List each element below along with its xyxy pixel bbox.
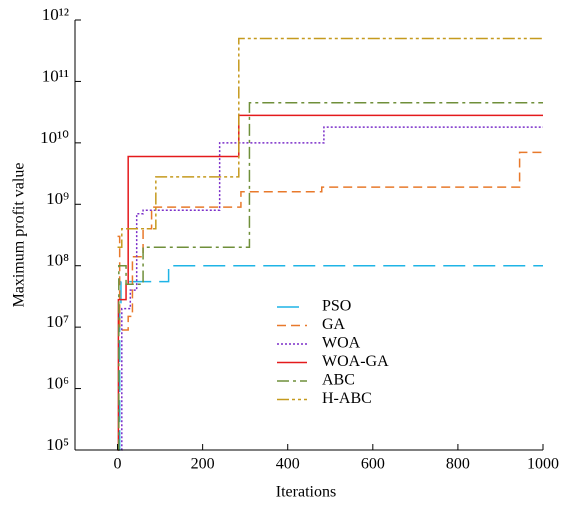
y-tick-label: 10⁸ [46, 251, 69, 270]
legend-label: ABC [322, 372, 355, 389]
x-tick-label: 200 [191, 456, 215, 473]
series-line [117, 126, 543, 451]
x-tick-label: 0 [114, 456, 122, 473]
y-tick-label: 10¹¹ [42, 66, 69, 85]
x-tick-label: 600 [361, 456, 385, 473]
y-tick-label: 10⁶ [46, 373, 69, 392]
legend-label: H-ABC [322, 390, 372, 407]
y-tick-label: 10⁹ [46, 189, 69, 208]
y-tick-label: 10⁵ [46, 435, 69, 454]
legend-label: GA [322, 316, 346, 333]
x-tick-label: 800 [446, 456, 470, 473]
legend-label: WOA [322, 335, 361, 352]
x-tick-label: 1000 [527, 456, 559, 473]
series-line [117, 101, 543, 451]
y-tick-label: 10¹² [42, 5, 69, 24]
y-axis-label: Maximum profit value [11, 163, 28, 308]
x-tick-label: 400 [276, 456, 300, 473]
legend-label: PSO [322, 298, 351, 315]
y-tick-label: 10⁷ [46, 312, 69, 331]
series-line [117, 37, 543, 248]
legend-label: WOA-GA [322, 353, 389, 370]
series-line [117, 264, 543, 451]
y-tick-label: 10¹⁰ [40, 128, 69, 147]
x-axis-label: Iterations [276, 484, 336, 501]
